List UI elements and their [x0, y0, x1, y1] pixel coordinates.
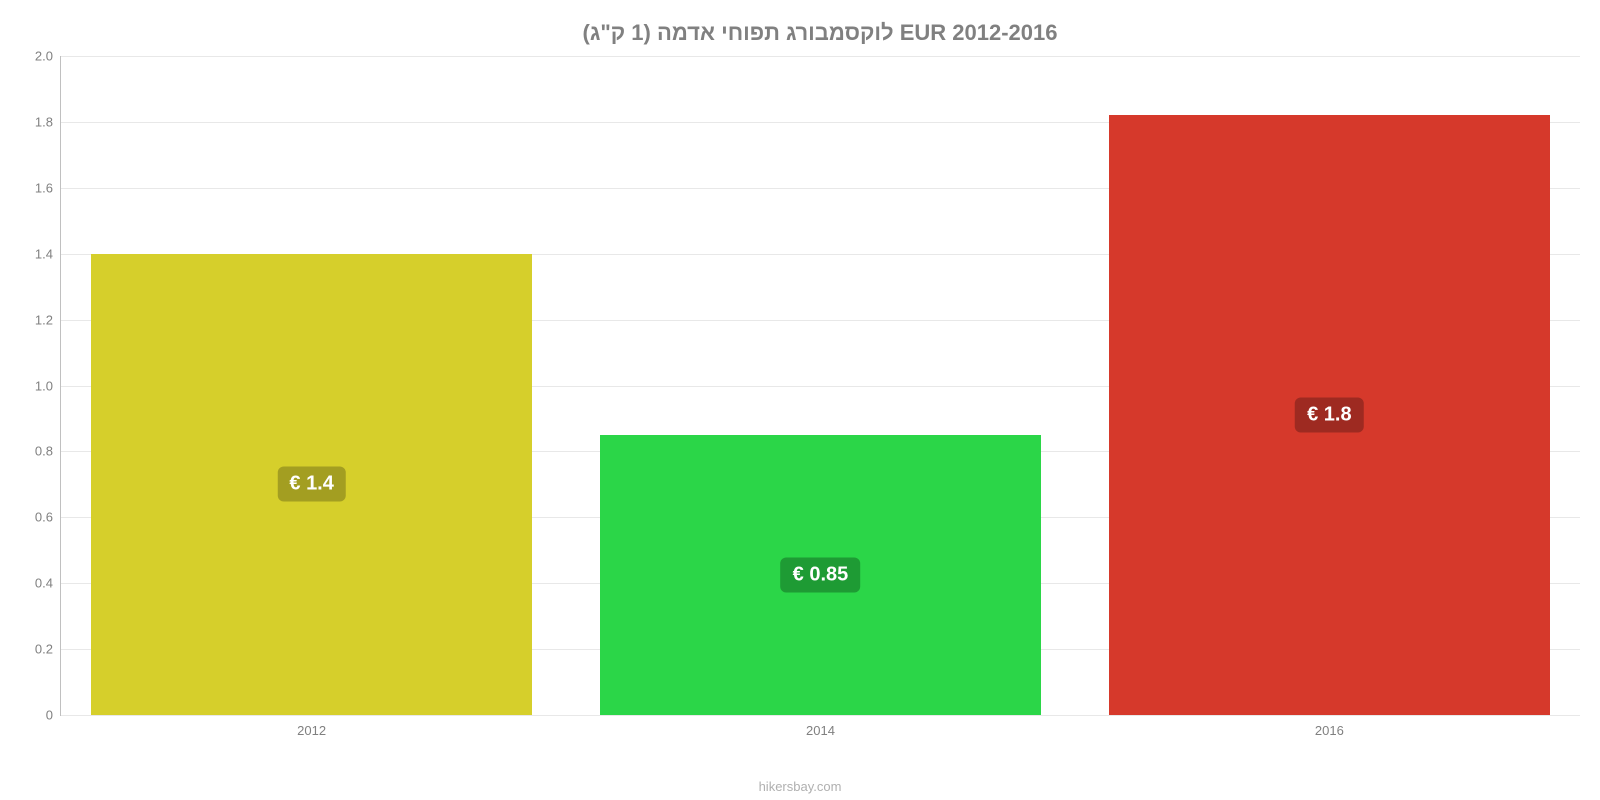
- y-tick-label: 0.6: [35, 510, 53, 525]
- x-tick-label: 2012: [297, 723, 326, 738]
- y-tick-label: 1.6: [35, 180, 53, 195]
- y-tick-label: 0.2: [35, 642, 53, 657]
- y-tick-label: 1.8: [35, 114, 53, 129]
- gridline: [61, 715, 1580, 716]
- chart-container: לוקסמבורג תפוחי אדמה (1 ק"ג) EUR 2012-20…: [60, 20, 1580, 760]
- y-tick-label: 1.2: [35, 312, 53, 327]
- bar-value-label: € 1.8: [1295, 398, 1363, 433]
- bar-value-label: € 1.4: [277, 467, 345, 502]
- y-tick-label: 2.0: [35, 49, 53, 64]
- bar: € 1.8: [1109, 115, 1550, 715]
- y-tick-label: 1.0: [35, 378, 53, 393]
- chart-title: לוקסמבורג תפוחי אדמה (1 ק"ג) EUR 2012-20…: [60, 20, 1580, 46]
- x-tick-label: 2014: [806, 723, 835, 738]
- bar: € 1.4: [91, 254, 532, 715]
- y-tick-label: 0: [46, 708, 53, 723]
- x-tick-label: 2016: [1315, 723, 1344, 738]
- gridline: [61, 56, 1580, 57]
- bar-value-label: € 0.85: [781, 557, 861, 592]
- y-tick-label: 1.4: [35, 246, 53, 261]
- plot-area: 00.20.40.60.81.01.21.41.61.82.0€ 1.42012…: [60, 56, 1580, 716]
- footer-credit: hikersbay.com: [0, 779, 1600, 794]
- y-tick-label: 0.4: [35, 576, 53, 591]
- y-tick-label: 0.8: [35, 444, 53, 459]
- bar: € 0.85: [600, 435, 1041, 715]
